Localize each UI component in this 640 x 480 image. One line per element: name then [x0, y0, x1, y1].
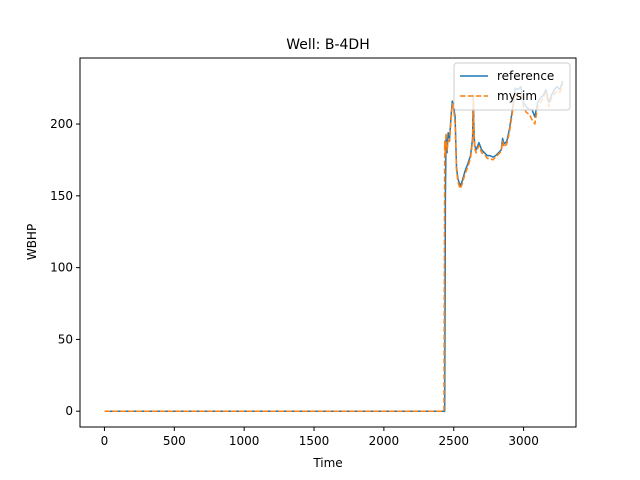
y-tick-label: 0	[65, 404, 73, 418]
x-axis-label: Time	[312, 456, 342, 470]
series-line-mysim	[104, 83, 564, 412]
x-tick-label: 0	[101, 434, 109, 448]
x-axis: 0 500 1000 1500 2000 2500 3000	[101, 427, 539, 448]
legend-box	[453, 62, 571, 111]
x-tick-label: 1000	[229, 434, 260, 448]
series-line-reference	[104, 80, 564, 412]
y-axis-label: WBHP	[25, 224, 39, 260]
x-tick-label: 2000	[369, 434, 400, 448]
x-tick-label: 500	[163, 434, 186, 448]
y-tick-label: 200	[50, 117, 73, 131]
y-tick-label: 100	[50, 261, 73, 275]
x-tick-label: 3000	[508, 434, 539, 448]
chart-title: Well: B-4DH	[286, 37, 369, 53]
y-axis: 0 50 100 150 200	[50, 117, 80, 418]
legend-label-reference: reference	[497, 69, 554, 83]
legend: reference mysim	[453, 62, 571, 111]
y-tick-label: 50	[58, 332, 73, 346]
y-tick-label: 150	[50, 189, 73, 203]
legend-label-mysim: mysim	[497, 89, 537, 103]
x-tick-label: 2500	[438, 434, 469, 448]
series-layer	[104, 80, 564, 412]
x-tick-label: 1500	[299, 434, 330, 448]
plot-frame	[79, 57, 577, 428]
